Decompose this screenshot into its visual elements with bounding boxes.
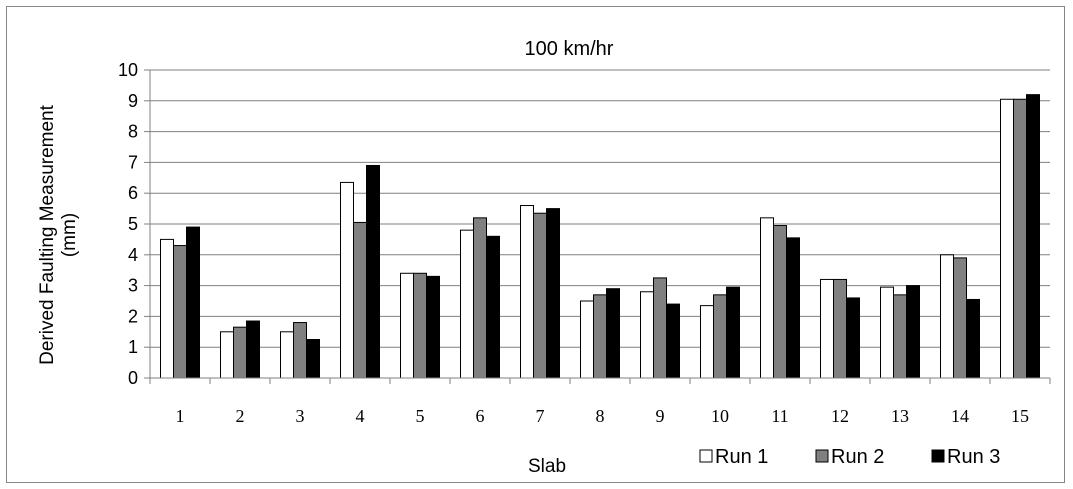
x-tick-label: 9 [656,406,665,426]
bar-run-2-slab-1 [173,245,187,379]
y-tick-label: 10 [118,60,138,80]
bar-run-3-slab-14 [966,298,980,379]
bar-run-1-slab-6 [460,229,474,379]
x-tick-label: 13 [891,406,909,426]
y-axis-label-line-1: Derived Faulting Measurement [37,104,58,365]
bar-run-1-slab-14 [940,254,954,379]
bar-run-1-slab-8 [580,300,594,379]
bar-run-2-slab-5 [413,272,427,379]
legend-label-run-1: Run 1 [715,446,768,468]
y-tick-label: 4 [128,245,138,265]
legend-swatch-run-2 [815,449,829,463]
bar-run-1-slab-12 [820,278,834,379]
bar-run-2-slab-11 [773,225,787,379]
x-tick-label: 11 [771,406,788,426]
x-tick-label: 7 [536,406,545,426]
bar-run-3-slab-10 [726,286,740,379]
bar-run-2-slab-10 [713,294,727,379]
bar-run-2-slab-2 [233,326,247,379]
bar-run-1-slab-2 [220,331,234,379]
bar-run-3-slab-11 [786,237,800,379]
y-tick-labels: 0 1 2 3 4 5 6 7 8 9 10 [118,60,138,388]
bar-run-3-slab-7 [546,208,560,379]
bar-run-1-slab-13 [880,286,894,379]
x-tick-label: 10 [711,406,729,426]
bar-run-3-slab-8 [606,288,620,379]
y-tick-label: 6 [128,183,138,203]
bar-run-3-slab-5 [426,275,440,379]
bar-run-1-slab-3 [280,331,294,379]
bar-run-2-slab-6 [473,217,487,379]
x-tick-label: 6 [476,406,485,426]
bar-run-3-slab-13 [906,285,920,379]
x-tick-labels: 1 2 3 4 5 6 7 8 9 10 11 12 13 14 15 [176,406,1030,426]
bar-run-2-slab-12 [833,278,847,379]
bar-run-2-slab-8 [593,294,607,379]
x-tick-label: 15 [1011,406,1029,426]
y-tick-label: 7 [128,152,138,172]
legend-label-run-3: Run 3 [947,446,1000,468]
gridlines [150,69,1050,348]
bar-run-3-slab-9 [666,303,680,379]
bar-run-1-slab-1 [160,238,174,379]
bar-run-2-slab-7 [533,212,547,379]
y-tick-label: 9 [128,91,138,111]
legend: Run 1 Run 2 Run 3 [699,446,1000,468]
bar-run-1-slab-10 [700,305,714,379]
bar-run-1-slab-15 [1000,98,1014,379]
x-tick-label: 8 [596,406,605,426]
bar-run-3-slab-3 [306,339,320,379]
bar-run-1-slab-7 [520,205,534,379]
x-tick-label: 4 [356,406,365,426]
axes [144,69,1051,384]
legend-swatch-run-1 [699,449,713,463]
bar-run-1-slab-9 [640,291,654,379]
y-axis-label-line-2: (mm) [59,213,80,257]
y-tick-label: 5 [128,214,138,234]
legend-label-run-2: Run 2 [831,446,884,468]
y-tick-label: 8 [128,122,138,142]
bar-run-3-slab-1 [186,226,200,379]
x-tick-label: 12 [831,406,849,426]
x-tick-label: 1 [176,406,185,426]
bar-run-2-slab-3 [293,322,307,379]
x-tick-label: 3 [296,406,305,426]
legend-swatch-run-3 [931,449,945,463]
bar-run-3-slab-15 [1026,94,1040,379]
bar-run-3-slab-6 [486,235,500,379]
bar-run-1-slab-4 [340,181,354,379]
x-tick-label: 2 [236,406,245,426]
chart-title: 100 km/hr [525,38,614,60]
y-tick-label: 3 [128,276,138,296]
bar-run-3-slab-2 [246,320,260,379]
bar-run-2-slab-14 [953,257,967,379]
y-tick-label: 1 [128,337,138,357]
bar-run-1-slab-5 [400,272,414,379]
y-tick-label: 2 [128,306,138,326]
bars [160,94,1040,379]
bar-run-3-slab-12 [846,297,860,379]
x-axis-label: Slab [528,456,566,477]
chart-frame: 100 km/hr 0 1 2 3 4 5 6 7 8 9 10 1 2 3 4 5 6 7 8 9 10 11 12 13… [6,6,1065,483]
y-tick-label: 0 [128,368,138,388]
bar-run-2-slab-9 [653,277,667,379]
bar-run-1-slab-11 [760,217,774,379]
bar-run-2-slab-4 [353,221,367,379]
bar-run-2-slab-13 [893,294,907,379]
bar-run-3-slab-4 [366,164,380,379]
x-tick-label: 5 [416,406,425,426]
x-tick-label: 14 [951,406,969,426]
bar-run-2-slab-15 [1013,98,1027,379]
